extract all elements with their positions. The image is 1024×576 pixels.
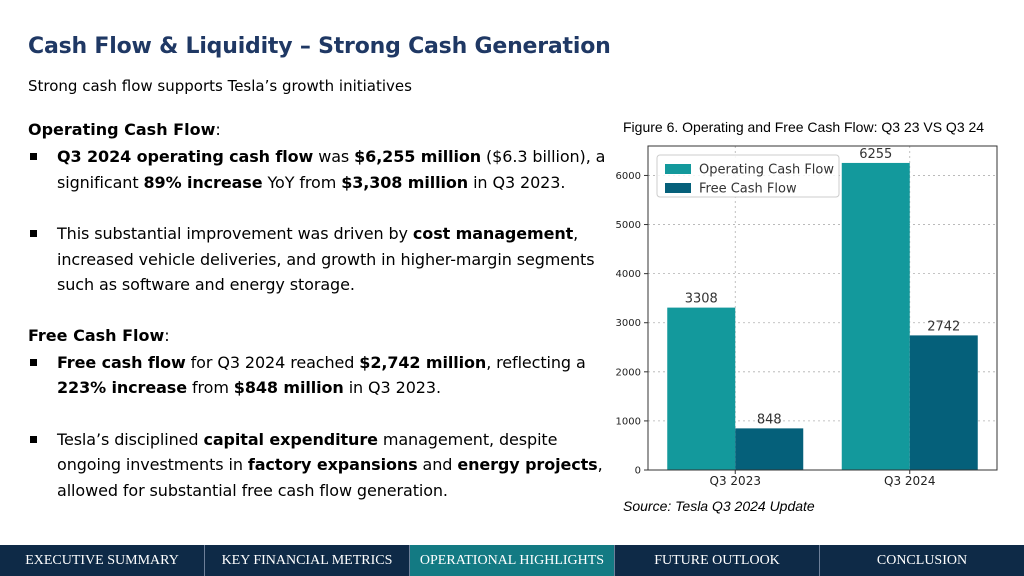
bullet-bold-text: $6,255 million — [354, 147, 482, 166]
bullet-text: from — [186, 378, 234, 397]
bullet-item: This substantial improvement was driven … — [28, 221, 618, 298]
y-tick-label: 0 — [635, 466, 641, 477]
bullet-item: Q3 2024 operating cash flow was $6,255 m… — [28, 144, 618, 195]
nav-executive-summary[interactable]: EXECUTIVE SUMMARY — [0, 545, 205, 576]
figure-source: Source: Tesla Q3 2024 Update — [623, 498, 815, 514]
bullet-item: Tesla’s disciplined capital expenditure … — [28, 427, 618, 504]
page-subtitle: Strong cash flow supports Tesla’s growth… — [28, 77, 412, 95]
nav-operational-highlights[interactable]: OPERATIONAL HIGHLIGHTS — [410, 545, 615, 576]
legend-label: Free Cash Flow — [699, 182, 797, 197]
bullet-text: This substantial improvement was driven … — [57, 224, 413, 243]
y-tick-label: 4000 — [616, 269, 641, 280]
bar-operating-cash-flow — [841, 162, 910, 470]
x-tick-label: Q3 2023 — [710, 474, 761, 488]
bullet-text: , increased vehicle deliveries, and grow… — [57, 224, 595, 294]
bullet-bold-text: $2,742 million — [359, 352, 487, 372]
data-label: 2742 — [927, 319, 960, 334]
nav-key-financial-metrics[interactable]: KEY FINANCIAL METRICS — [205, 545, 410, 576]
legend-swatch — [665, 183, 691, 193]
bullet-bold-text: $848 million — [233, 378, 344, 397]
bullet-bold-text: factory expansions — [247, 455, 418, 474]
bullet-bold-text: $3,308 million — [341, 172, 469, 192]
bullet-list: Q3 2024 operating cash flow was $6,255 m… — [28, 144, 618, 298]
nav-conclusion[interactable]: CONCLUSION — [876, 552, 968, 568]
bullet-text: YoY from — [262, 172, 342, 192]
y-tick-label: 5000 — [616, 220, 641, 231]
bullet-text: in Q3 2023. — [343, 378, 441, 397]
data-label: 6255 — [859, 147, 892, 162]
bullet-bold-text: 89% increase — [143, 172, 263, 192]
bullet-text: was — [313, 147, 355, 166]
bullet-text: ($6.3 billion), a significant — [57, 147, 606, 192]
plot-frame — [647, 145, 998, 471]
x-tick-label: Q3 2024 — [884, 474, 935, 488]
legend-swatch — [665, 164, 691, 174]
bullet-bold-text: cost management — [412, 224, 574, 243]
bullet-bold-text: Q3 2024 operating cash flow — [57, 147, 314, 166]
y-tick-label: 2000 — [616, 367, 641, 378]
bullet-text: in Q3 2023. — [468, 172, 566, 192]
bottom-nav: EXECUTIVE SUMMARY KEY FINANCIAL METRICS … — [0, 545, 1024, 576]
nav-future-outlook[interactable]: FUTURE OUTLOOK — [615, 545, 820, 576]
bullet-bold-text: energy projects — [457, 455, 598, 474]
content-column: Operating Cash Flow: Q3 2024 operating c… — [28, 118, 618, 529]
data-label: 3308 — [685, 292, 718, 307]
bullet-bold-text: 223% increase — [57, 378, 187, 397]
cash-flow-bar-chart: 0 1000 2000 3000 4000 5000 6000 3308 848 Q3 2023 6… — [616, 145, 998, 488]
bullet-text: Tesla’s disciplined — [57, 429, 204, 449]
bullet-bold-text: capital expenditure — [203, 429, 378, 449]
bullet-text: and — [417, 455, 458, 474]
bullet-bold-text: Free cash flow — [57, 352, 186, 372]
bullet-item: Free cash flow for Q3 2024 reached $2,74… — [28, 350, 618, 401]
bullet-text: management, despite ongoing investments … — [57, 429, 558, 475]
y-tick-label: 1000 — [616, 416, 641, 427]
y-tick-label: 6000 — [616, 171, 641, 182]
section-operating-cash-flow: Operating Cash Flow: Q3 2024 operating c… — [28, 118, 618, 298]
bar-operating-cash-flow — [667, 307, 736, 470]
data-label: 848 — [757, 412, 782, 427]
section-free-cash-flow: Free Cash Flow: Free cash flow for Q3 20… — [28, 324, 618, 504]
bar-free-cash-flow — [909, 335, 978, 470]
legend-box — [656, 154, 840, 198]
page-title: Cash Flow & Liquidity – Strong Cash Gene… — [28, 34, 611, 59]
section-heading: Operating Cash Flow: — [28, 120, 221, 139]
bullet-text: for Q3 2024 reached — [185, 352, 360, 372]
y-tick-label: 3000 — [616, 318, 641, 329]
figure-caption: Figure 6. Operating and Free Cash Flow: … — [623, 119, 985, 135]
legend-label: Operating Cash Flow — [699, 163, 834, 178]
bullet-text: , reflecting a — [486, 352, 586, 372]
bullet-list: Free cash flow for Q3 2024 reached $2,74… — [28, 350, 618, 504]
bullet-text: , allowed for substantial free cash flow… — [57, 455, 603, 500]
section-heading: Free Cash Flow: — [28, 325, 170, 345]
bar-free-cash-flow — [735, 428, 804, 470]
